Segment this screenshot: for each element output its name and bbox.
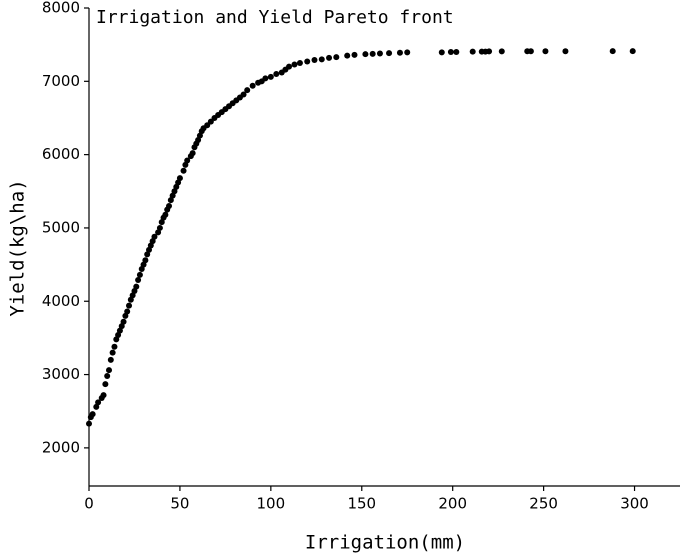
y-tick-label: 3000 xyxy=(42,365,80,383)
y-tick-label: 4000 xyxy=(42,292,80,310)
point xyxy=(318,56,325,63)
point xyxy=(102,381,109,388)
point xyxy=(267,73,274,80)
x-tick-label: 200 xyxy=(438,495,467,513)
point xyxy=(527,48,534,55)
point xyxy=(629,48,636,55)
y-tick-label: 5000 xyxy=(42,218,80,236)
point xyxy=(326,54,333,61)
y-axis-label: Yield(kg\ha) xyxy=(7,179,29,316)
x-tick-label: 300 xyxy=(620,495,649,513)
point xyxy=(286,63,293,70)
point xyxy=(126,302,133,309)
x-tick-label: 0 xyxy=(84,495,94,513)
point xyxy=(362,51,369,58)
point xyxy=(404,49,411,56)
x-axis-label: Irrigation(mm) xyxy=(305,532,465,554)
y-tick-label: 2000 xyxy=(42,438,80,456)
point xyxy=(249,82,256,89)
point xyxy=(184,157,191,164)
point xyxy=(189,150,196,157)
x-tick-label: 50 xyxy=(170,495,189,513)
point xyxy=(453,48,460,55)
point xyxy=(142,257,149,264)
point xyxy=(344,52,351,59)
point xyxy=(244,87,251,94)
point xyxy=(156,224,163,231)
point xyxy=(204,122,211,129)
point xyxy=(106,367,113,374)
point xyxy=(162,211,169,218)
point xyxy=(262,75,269,82)
point xyxy=(109,349,116,356)
point xyxy=(304,58,311,65)
point xyxy=(151,233,158,240)
point xyxy=(104,373,111,380)
point xyxy=(136,271,143,278)
point xyxy=(133,283,140,290)
point xyxy=(166,202,173,209)
point xyxy=(135,276,142,283)
point xyxy=(386,50,393,57)
point xyxy=(100,392,107,399)
point xyxy=(376,50,383,57)
y-tick-label: 6000 xyxy=(42,145,80,163)
chart-title: Irrigation and Yield Pareto front xyxy=(96,7,454,28)
point xyxy=(111,343,118,350)
point xyxy=(562,48,569,55)
y-tick-label: 8000 xyxy=(42,0,80,17)
point xyxy=(369,50,376,57)
point xyxy=(447,48,454,55)
x-tick-label: 150 xyxy=(347,495,376,513)
point xyxy=(296,59,303,66)
point xyxy=(176,175,183,182)
point xyxy=(311,57,318,64)
x-tick-label: 100 xyxy=(257,495,286,513)
point xyxy=(333,54,340,61)
point xyxy=(609,48,616,55)
point xyxy=(124,308,131,315)
point xyxy=(438,49,445,56)
y-tick-label: 7000 xyxy=(42,72,80,90)
point xyxy=(240,91,247,98)
point xyxy=(107,356,114,363)
point xyxy=(89,411,96,418)
point xyxy=(291,61,298,68)
point xyxy=(207,118,214,125)
point xyxy=(498,48,505,55)
point xyxy=(486,48,493,55)
point xyxy=(95,399,102,406)
point xyxy=(351,51,358,58)
x-tick-label: 250 xyxy=(529,495,558,513)
point xyxy=(469,48,476,55)
point xyxy=(180,167,187,174)
point xyxy=(273,70,280,77)
point xyxy=(396,49,403,56)
point xyxy=(120,318,127,325)
point xyxy=(86,420,92,427)
point xyxy=(542,48,549,55)
